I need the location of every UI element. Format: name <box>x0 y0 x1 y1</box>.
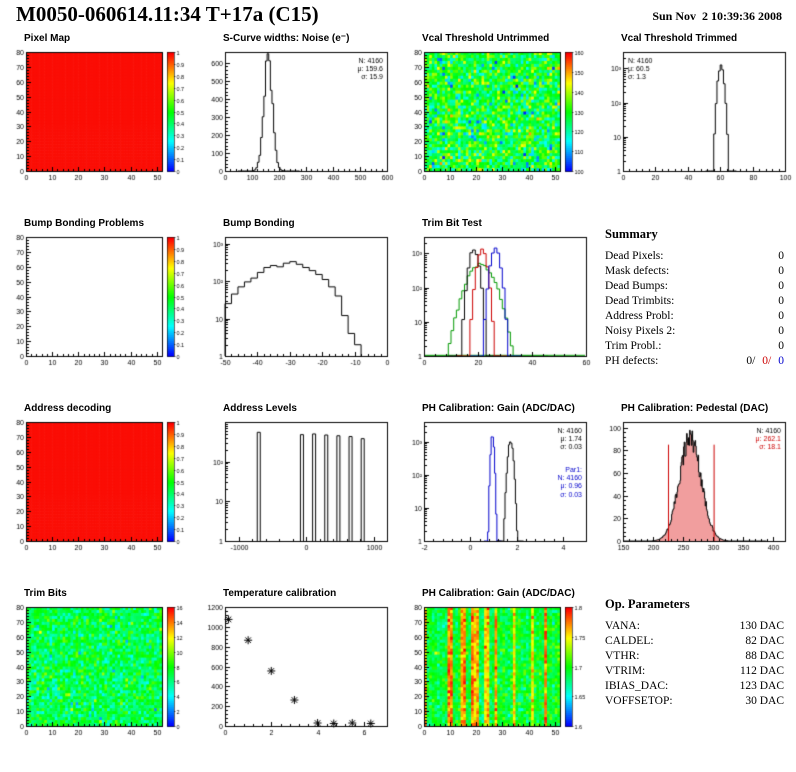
summary-item-label: Noisy Pixels 2: <box>605 325 676 337</box>
summary-item-value: 0 <box>778 325 784 337</box>
op-param-label: VOFFSETOP: <box>605 695 673 707</box>
op-param-value: 130 DAC <box>739 620 784 632</box>
panel-pixel-map: Pixel Map <box>0 30 199 215</box>
op-param-label: IBIAS_DAC: <box>605 680 669 692</box>
summary-row: Dead Bumps: 0 <box>605 279 784 294</box>
summary-item-value: 0 <box>778 250 784 262</box>
summary-title: Summary <box>605 227 658 241</box>
temperature-calibration-chart <box>199 602 395 742</box>
timestamp: Sun Nov 2 10:39:36 2008 <box>652 9 782 23</box>
summary-item-label: Mask defects: <box>605 265 670 277</box>
panel-address-levels: Address Levels <box>199 400 398 585</box>
page-header: M0050-060614.11:34 T+17a (C15) Sun Nov 2… <box>0 0 796 30</box>
op-param-label: VTHR: <box>605 650 640 662</box>
op-param-value: 30 DAC <box>745 695 784 707</box>
summary-row: Noisy Pixels 2: 0 <box>605 324 784 339</box>
summary-item-label: Dead Trimbits: <box>605 295 675 307</box>
chart-title: Temperature calibration <box>223 588 337 599</box>
op-param-row: IBIAS_DAC: 123 DAC <box>605 679 784 694</box>
address-decoding-chart <box>0 417 196 557</box>
summary-row: Dead Pixels: 0 <box>605 249 784 264</box>
ph-cal-gain-hist-chart <box>398 417 594 557</box>
summary-item-label: Address Probl: <box>605 310 674 322</box>
panel-temperature-calibration: Temperature calibration <box>199 585 398 770</box>
panel-address-decoding: Address decoding <box>0 400 199 585</box>
trim-bits-chart <box>0 602 196 742</box>
chart-title: Bump Bonding Problems <box>24 218 144 229</box>
trim-bit-test-chart <box>398 232 594 372</box>
summary-item-value: 0 <box>778 340 784 352</box>
ph-defects-label: PH defects: <box>605 355 659 367</box>
panel-vcal-threshold-untrimmed: Vcal Threshold Untrimmed <box>398 30 597 215</box>
panel-ph-cal-pedestal: PH Calibration: Pedestal (DAC) <box>597 400 796 585</box>
ph-defects-red: 0/ <box>762 355 772 367</box>
chart-title: Address decoding <box>24 403 112 414</box>
summary-item-label: Trim Probl.: <box>605 340 662 352</box>
summary-row: Address Probl: 0 <box>605 309 784 324</box>
chart-title: S-Curve widths: Noise (e⁻) <box>223 33 350 44</box>
op-param-row: VANA: 130 DAC <box>605 619 784 634</box>
panel-scurve-noise: S-Curve widths: Noise (e⁻) <box>199 30 398 215</box>
summary-row: Mask defects: 0 <box>605 264 784 279</box>
panel-ph-cal-gain-hist: PH Calibration: Gain (ADC/DAC) <box>398 400 597 585</box>
ph-cal-pedestal-chart <box>597 417 793 557</box>
scurve-noise-chart <box>199 47 395 187</box>
panel-trim-bits: Trim Bits <box>0 585 199 770</box>
chart-title: Bump Bonding <box>223 218 295 229</box>
op-param-row: VOFFSETOP: 30 DAC <box>605 694 784 709</box>
summary-item-value: 0 <box>778 265 784 277</box>
op-param-row: VTHR: 88 DAC <box>605 649 784 664</box>
op-param-label: VTRIM: <box>605 665 646 677</box>
summary-item-value: 0 <box>778 280 784 292</box>
op-param-label: VANA: <box>605 620 640 632</box>
panel-op-parameters: Op. Parameters VANA: 130 DAC CALDEL: 82 DA… <box>597 585 796 770</box>
summary-ph-defects-row: PH defects: 0/0/0 <box>605 354 784 369</box>
vcal-threshold-trimmed-chart <box>597 47 793 187</box>
panel-bump-bonding-problems: Bump Bonding Problems <box>0 215 199 400</box>
address-levels-chart <box>199 417 395 557</box>
summary-item-label: Dead Pixels: <box>605 250 664 262</box>
bump-bonding-chart <box>199 232 395 372</box>
op-param-value: 82 DAC <box>745 635 784 647</box>
vcal-threshold-untrimmed-chart <box>398 47 594 187</box>
pixel-map-chart <box>0 47 196 187</box>
chart-title: Address Levels <box>223 403 297 414</box>
ph-cal-gain-map-chart <box>398 602 594 742</box>
chart-title: Pixel Map <box>24 33 71 44</box>
page-title: M0050-060614.11:34 T+17a (C15) <box>16 2 319 26</box>
summary-row: Dead Trimbits: 0 <box>605 294 784 309</box>
ph-defects-total: 0/ <box>746 355 756 367</box>
op-param-value: 112 DAC <box>740 665 784 677</box>
op-param-value: 123 DAC <box>739 680 784 692</box>
summary-item-label: Dead Bumps: <box>605 280 668 292</box>
panel-summary: Summary Dead Pixels: 0 Mask defects: 0 Dea… <box>597 215 796 400</box>
panel-trim-bit-test: Trim Bit Test <box>398 215 597 400</box>
chart-title: PH Calibration: Pedestal (DAC) <box>621 403 769 414</box>
chart-title: Vcal Threshold Untrimmed <box>422 33 550 44</box>
chart-title: Vcal Threshold Trimmed <box>621 33 738 44</box>
op-param-row: CALDEL: 82 DAC <box>605 634 784 649</box>
chart-title: Trim Bits <box>24 588 67 599</box>
summary-row: Trim Probl.: 0 <box>605 339 784 354</box>
op-parameters-title: Op. Parameters <box>605 597 690 611</box>
ph-defects-blue: 0 <box>778 355 784 367</box>
summary-item-value: 0 <box>778 295 784 307</box>
panel-ph-cal-gain-map: PH Calibration: Gain (ADC/DAC) <box>398 585 597 770</box>
ph-defects-values: 0/0/0 <box>739 354 784 369</box>
bump-bonding-problems-chart <box>0 232 196 372</box>
chart-title: Trim Bit Test <box>422 218 482 229</box>
plot-grid: Pixel Map S-Curve widths: Noise (e⁻) Vca… <box>0 30 796 770</box>
panel-vcal-threshold-trimmed: Vcal Threshold Trimmed <box>597 30 796 215</box>
chart-title: PH Calibration: Gain (ADC/DAC) <box>422 588 575 599</box>
summary-item-value: 0 <box>778 310 784 322</box>
panel-bump-bonding: Bump Bonding <box>199 215 398 400</box>
op-param-row: VTRIM: 112 DAC <box>605 664 784 679</box>
chart-title: PH Calibration: Gain (ADC/DAC) <box>422 403 575 414</box>
op-param-label: CALDEL: <box>605 635 654 647</box>
op-param-value: 88 DAC <box>745 650 784 662</box>
